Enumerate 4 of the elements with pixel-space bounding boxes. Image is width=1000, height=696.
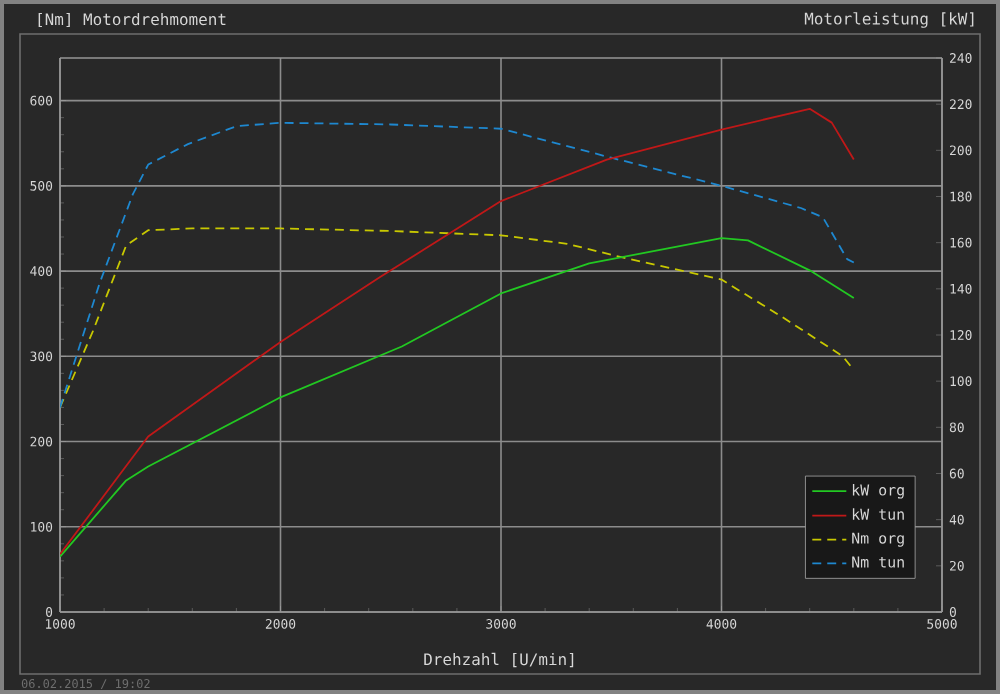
line-series bbox=[60, 227, 855, 409]
line-series bbox=[60, 122, 855, 409]
line-series bbox=[60, 237, 855, 558]
line-series bbox=[60, 108, 855, 556]
